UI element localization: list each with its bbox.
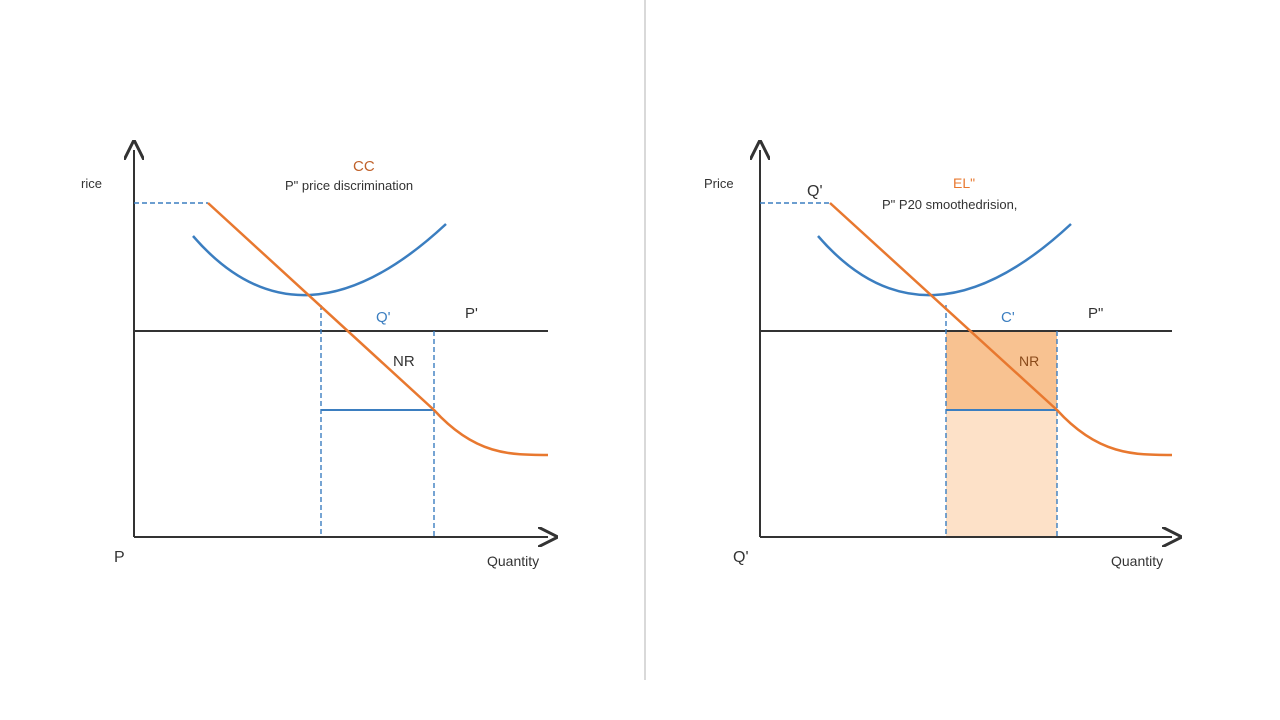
- left-demand-curve: [207, 202, 549, 457]
- left-x-axis-label: Quantity: [487, 553, 539, 569]
- right-q-label: C': [1001, 309, 1015, 326]
- right-y-axis-label: Price: [704, 176, 734, 191]
- right-subtitle: P" P20 smoothedrision,: [882, 197, 1017, 212]
- right-top-label: EL": [953, 175, 975, 191]
- left-y-axis-label: rice: [81, 176, 102, 191]
- right-curve-label: NR: [1019, 353, 1039, 369]
- left-top-label: CC: [353, 158, 375, 175]
- left-curve-label: NR: [393, 353, 415, 370]
- right-shaded-area-upper: [946, 331, 1057, 410]
- right-p-label: P": [1088, 305, 1103, 322]
- right-demand-curve: [829, 202, 1173, 457]
- right-x-axis-label: Quantity: [1111, 553, 1163, 569]
- left-origin-label: P: [114, 549, 125, 566]
- left-q-label: Q': [376, 309, 391, 326]
- left-p-label: P': [465, 305, 478, 322]
- left-cost-curve: [192, 223, 447, 297]
- left-subtitle: P" price discrimination: [285, 178, 413, 193]
- right-origin-label: Q': [733, 549, 749, 566]
- right-cost-curve: [817, 223, 1072, 297]
- right-shaded-area-lower: [946, 410, 1057, 537]
- right-panel: Price Q' Quantity Q' EL" P" P20 smoothed…: [704, 150, 1172, 569]
- right-top-left-label: Q': [807, 183, 823, 200]
- left-panel: rice P Quantity CC P" price discriminati…: [81, 150, 548, 569]
